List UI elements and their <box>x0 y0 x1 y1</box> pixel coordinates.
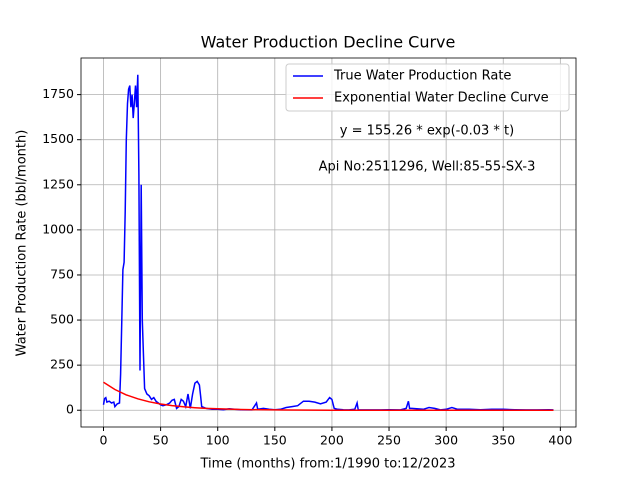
x-tick-label: 250 <box>377 433 401 448</box>
x-tick-label: 200 <box>320 433 344 448</box>
x-tick-label: 150 <box>263 433 287 448</box>
y-tick-label: 1000 <box>42 221 74 236</box>
x-tick-label: 50 <box>153 433 169 448</box>
x-tick-label: 400 <box>548 433 572 448</box>
y-tick-label: 1750 <box>42 86 74 101</box>
x-axis-label: Time (months) from:1/1990 to:12/2023 <box>199 457 455 472</box>
data-line <box>102 74 554 411</box>
chart-title: Water Production Decline Curve <box>201 33 456 52</box>
y-tick-label: 1250 <box>42 176 74 191</box>
x-tick-label: 300 <box>434 433 458 448</box>
y-tick-label: 750 <box>50 266 74 281</box>
data-line <box>103 381 554 411</box>
legend-box <box>285 63 570 112</box>
y-tick-label: 500 <box>50 312 74 327</box>
y-tick-label: 0 <box>66 402 74 417</box>
y-axis-label: Water Production Rate (bbl/month) <box>15 130 30 357</box>
y-tick-label: 1500 <box>42 131 74 146</box>
legend-label: True Water Production Rate <box>333 69 511 84</box>
annotation: Api No:2511296, Well:85-55-SX-3 <box>319 160 536 175</box>
x-tick-label: 350 <box>491 433 515 448</box>
y-tick-label: 250 <box>50 357 74 372</box>
annotation: y = 155.26 * exp(-0.03 * t) <box>340 124 514 139</box>
x-tick-label: 0 <box>100 433 108 448</box>
x-tick-label: 100 <box>206 433 230 448</box>
legend-label: Exponential Water Decline Curve <box>334 91 549 106</box>
axes-frame <box>80 57 577 428</box>
